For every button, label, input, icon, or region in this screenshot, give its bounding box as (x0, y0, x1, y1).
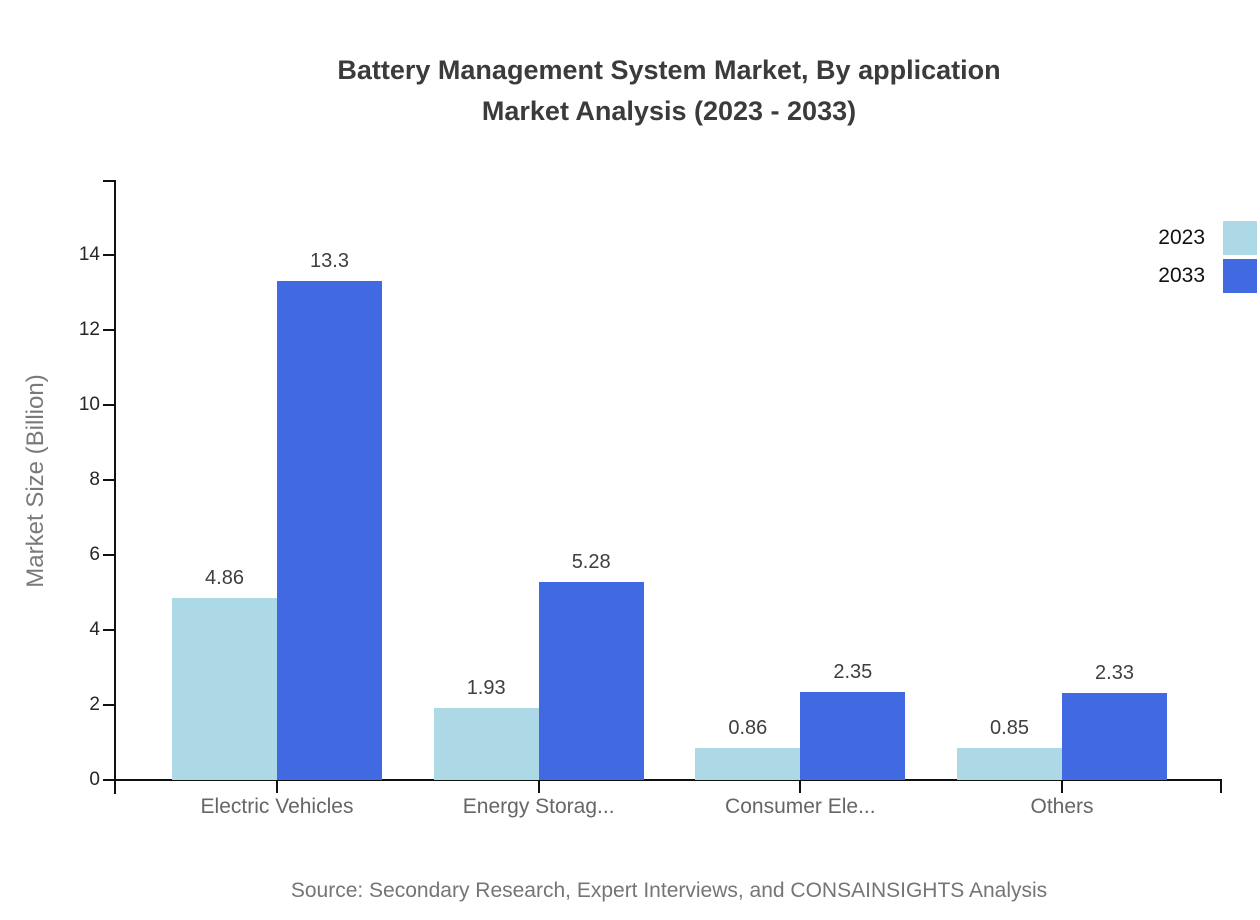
y-tick-label: 12 (78, 319, 100, 340)
y-tick-label: 0 (89, 769, 100, 790)
bar-value-label-2023-energy-storag: 1.93 (466, 676, 506, 699)
x-category-label-others: Others (1030, 795, 1094, 818)
y-tick-label: 8 (89, 469, 100, 490)
legend-item-2033: 2033 (1158, 259, 1257, 293)
legend-swatch-2023 (1223, 221, 1257, 255)
x-tick (276, 781, 278, 793)
x-tick (537, 781, 540, 793)
bar-2023-electric-vehicles (172, 597, 277, 780)
bar-2033-electric-vehicles (277, 281, 382, 780)
y-tick-label: 14 (78, 244, 100, 265)
y-tick (103, 479, 114, 481)
bar-value-label-2033-consumer-ele: 2.35 (833, 660, 873, 683)
bar-value-label-2023-consumer-ele: 0.86 (728, 716, 768, 739)
y-tick (103, 704, 114, 706)
bar-2033-others (1062, 692, 1167, 780)
bar-value-label-2023-electric-vehicles: 4.86 (205, 566, 244, 589)
legend-item-2023: 2023 (1158, 221, 1257, 255)
bar-2033-consumer-ele (800, 691, 906, 780)
y-tick (103, 254, 114, 256)
x-category-label-electric-vehicles: Electric Vehicles (200, 795, 354, 818)
legend-label-2023: 2023 (1158, 226, 1205, 249)
x-tick (1061, 781, 1063, 793)
x-axis-line (114, 779, 1222, 781)
bar-value-label-2033-energy-storag: 5.28 (571, 551, 611, 573)
chart-title-line1: Battery Management System Market, By app… (337, 55, 1001, 85)
source-note: Source: Secondary Research, Expert Inter… (290, 879, 1048, 902)
chart-title: Battery Management System Market, By app… (116, 50, 1222, 132)
y-tick (103, 404, 114, 406)
x-axis-end-tick (1220, 779, 1222, 793)
y-tick-label: 10 (78, 394, 100, 415)
y-tick-label: 6 (89, 544, 100, 565)
x-category-label-energy-storag: Energy Storag... (462, 795, 615, 818)
bar-value-label-2033-others: 2.33 (1095, 661, 1134, 684)
y-tick (103, 554, 114, 556)
bar-value-label-2033-electric-vehicles: 13.3 (310, 250, 349, 273)
x-category-label-consumer-ele: Consumer Ele... (725, 795, 876, 818)
y-axis-line (114, 180, 116, 794)
y-tick-label: 2 (89, 694, 100, 715)
y-axis-end-tick (103, 180, 114, 182)
bar-value-label-2023-others: 0.85 (990, 717, 1029, 740)
y-tick-label: 4 (89, 619, 100, 640)
y-tick (103, 629, 114, 631)
bar-2023-consumer-ele (695, 747, 801, 780)
legend-label-2033: 2033 (1158, 264, 1205, 287)
x-tick (799, 781, 802, 793)
legend-swatch-2033 (1223, 259, 1257, 293)
bar-2023-others (957, 748, 1062, 780)
bar-2023-energy-storag (433, 707, 539, 780)
bar-2033-energy-storag (538, 582, 644, 780)
chart-title-line2: Market Analysis (2023 - 2033) (481, 96, 857, 126)
y-tick (103, 329, 114, 331)
legend: 2023 2033 (1158, 221, 1257, 293)
y-tick (103, 779, 114, 781)
